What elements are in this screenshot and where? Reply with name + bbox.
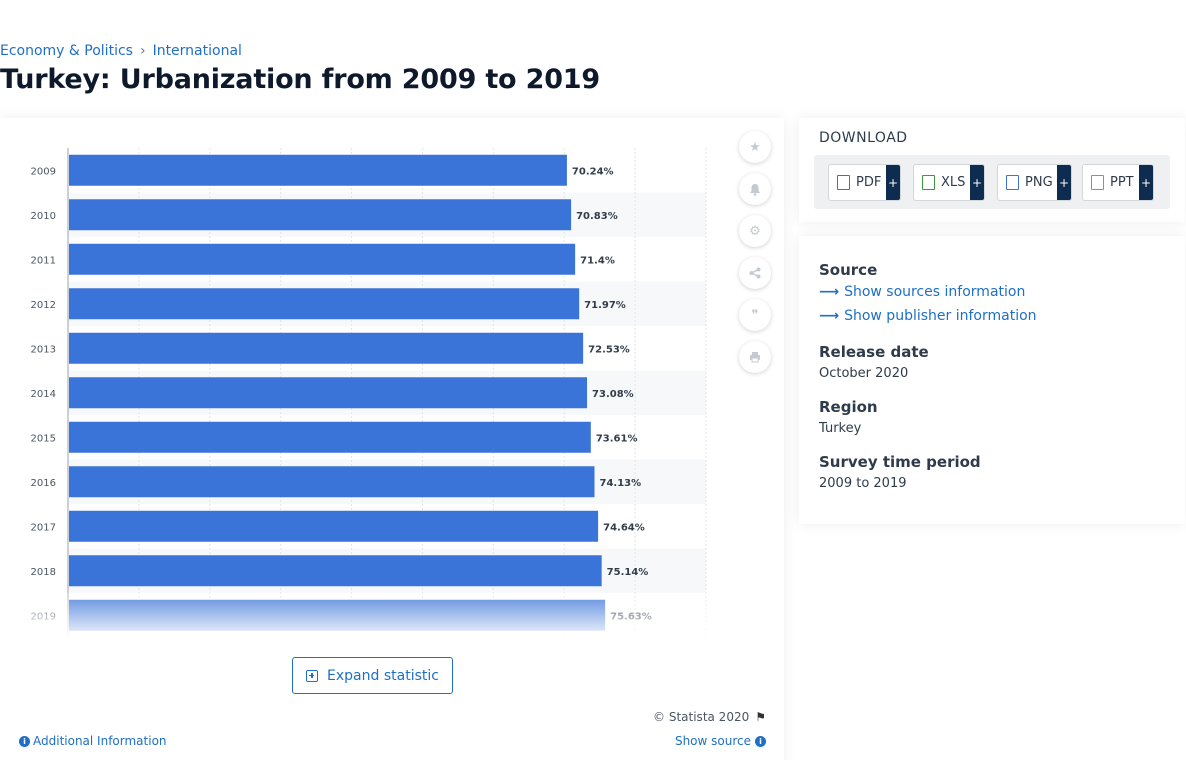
statistic-card: 2009 70.24% 2010 70.83% 2011 71.4% 2012 71.97% 2… <box>0 118 784 760</box>
data-label: 73.61% <box>596 433 638 444</box>
arrow-right-icon: ⟶ <box>819 284 840 300</box>
info-icon: i <box>755 735 766 747</box>
show-sources-label: Show sources information <box>844 284 1026 300</box>
download-pdf-label: PDF <box>856 175 882 190</box>
copyright-text: © Statista 2020 <box>653 710 750 724</box>
y-tick-label: 2012 <box>31 300 56 311</box>
pdf-file-icon <box>837 175 850 190</box>
bar-2010 <box>69 199 572 231</box>
show-source-label: Show source <box>674 734 751 748</box>
y-tick-label: 2015 <box>31 433 56 444</box>
download-pdf-plus: + <box>886 165 900 200</box>
additional-information-link[interactable]: i Additional Information <box>19 734 167 748</box>
breadcrumb-international[interactable]: International <box>152 43 242 59</box>
y-tick-label: 2016 <box>31 478 56 489</box>
tool-bar: ★ ⚙ ❞ <box>739 131 771 383</box>
data-label: 72.53% <box>588 344 630 355</box>
quote-icon[interactable]: ❞ <box>739 299 771 331</box>
survey-period-value: 2009 to 2019 <box>819 476 907 491</box>
y-tick-label: 2019 <box>31 611 56 622</box>
bar-2011 <box>69 243 576 275</box>
region-label: Region <box>819 398 878 416</box>
star-icon[interactable]: ★ <box>739 131 771 163</box>
download-ppt-button[interactable]: PPT + <box>1082 164 1154 201</box>
data-label: 71.4% <box>580 255 615 266</box>
ppt-file-icon <box>1091 175 1104 190</box>
y-tick-label: 2010 <box>31 211 56 222</box>
share-icon[interactable] <box>739 257 771 289</box>
download-card: DOWNLOAD PDF + XLS + PNG + PPT + <box>799 118 1185 222</box>
download-xls-label: XLS <box>941 175 966 190</box>
data-label: 74.64% <box>603 522 645 533</box>
bell-icon[interactable] <box>739 173 771 205</box>
y-tick-label: 2018 <box>31 567 56 578</box>
y-tick-label: 2009 <box>31 166 56 177</box>
data-label: 75.14% <box>607 567 649 578</box>
data-label: 75.63% <box>610 611 652 622</box>
data-label: 70.24% <box>572 166 614 177</box>
y-tick-label: 2014 <box>31 389 56 400</box>
release-date-value: October 2020 <box>819 366 909 381</box>
data-label: 71.97% <box>584 300 626 311</box>
bar-2009 <box>69 154 567 186</box>
download-png-label: PNG <box>1025 175 1053 190</box>
download-xls-plus: + <box>970 165 984 200</box>
bar-2017 <box>69 510 599 542</box>
breadcrumb: Economy & Politics › International <box>0 43 242 59</box>
download-xls-button[interactable]: XLS + <box>913 164 985 201</box>
data-label: 73.08% <box>592 389 634 400</box>
png-file-icon <box>1006 175 1019 190</box>
expand-icon <box>306 669 319 682</box>
data-label: 74.13% <box>599 478 641 489</box>
statistic-info-card: Source ⟶ Show sources information ⟶ Show… <box>799 236 1185 524</box>
expand-statistic-button[interactable]: Expand statistic <box>292 657 453 694</box>
show-source-link[interactable]: Show source i <box>675 734 766 748</box>
expand-statistic-label: Expand statistic <box>327 667 439 684</box>
page-title: Turkey: Urbanization from 2009 to 2019 <box>0 64 600 95</box>
bar-2018 <box>69 555 602 587</box>
print-icon[interactable] <box>739 341 771 373</box>
download-ppt-label: PPT <box>1110 175 1134 190</box>
bar-chart: 2009 70.24% 2010 70.83% 2011 71.4% 2012 71.97% 2… <box>31 148 707 638</box>
survey-period-label: Survey time period <box>819 453 981 471</box>
bar-2013 <box>69 332 584 364</box>
y-tick-label: 2011 <box>31 255 56 266</box>
download-png-plus: + <box>1057 165 1071 200</box>
download-png-button[interactable]: PNG + <box>997 164 1072 201</box>
show-sources-link[interactable]: ⟶ Show sources information <box>819 284 1025 300</box>
copyright: © Statista 2020 ⚑ <box>653 710 766 724</box>
bar-2019 <box>69 599 606 631</box>
breadcrumb-separator: › <box>139 43 146 59</box>
y-tick-label: 2017 <box>31 522 56 533</box>
download-pdf-button[interactable]: PDF + <box>828 164 901 201</box>
bar-2012 <box>69 288 580 320</box>
download-buttons: PDF + XLS + PNG + PPT + <box>814 155 1170 209</box>
download-title: DOWNLOAD <box>819 130 908 146</box>
region-value: Turkey <box>819 421 862 436</box>
bar-2014 <box>69 377 588 409</box>
arrow-right-icon: ⟶ <box>819 308 840 324</box>
data-label: 70.83% <box>576 211 618 222</box>
show-publisher-link[interactable]: ⟶ Show publisher information <box>819 308 1037 324</box>
info-icon: i <box>19 735 30 747</box>
source-label: Source <box>819 261 878 279</box>
y-tick-label: 2013 <box>31 344 56 355</box>
download-ppt-plus: + <box>1139 165 1153 200</box>
release-date-label: Release date <box>819 343 929 361</box>
show-publisher-label: Show publisher information <box>844 308 1037 324</box>
gear-icon[interactable]: ⚙ <box>739 215 771 247</box>
additional-information-label: Additional Information <box>33 734 167 748</box>
bar-2015 <box>69 421 591 453</box>
xls-file-icon <box>922 175 935 190</box>
bar-2016 <box>69 466 595 498</box>
breadcrumb-economy-politics[interactable]: Economy & Politics <box>0 43 133 59</box>
flag-icon[interactable]: ⚑ <box>755 710 766 724</box>
